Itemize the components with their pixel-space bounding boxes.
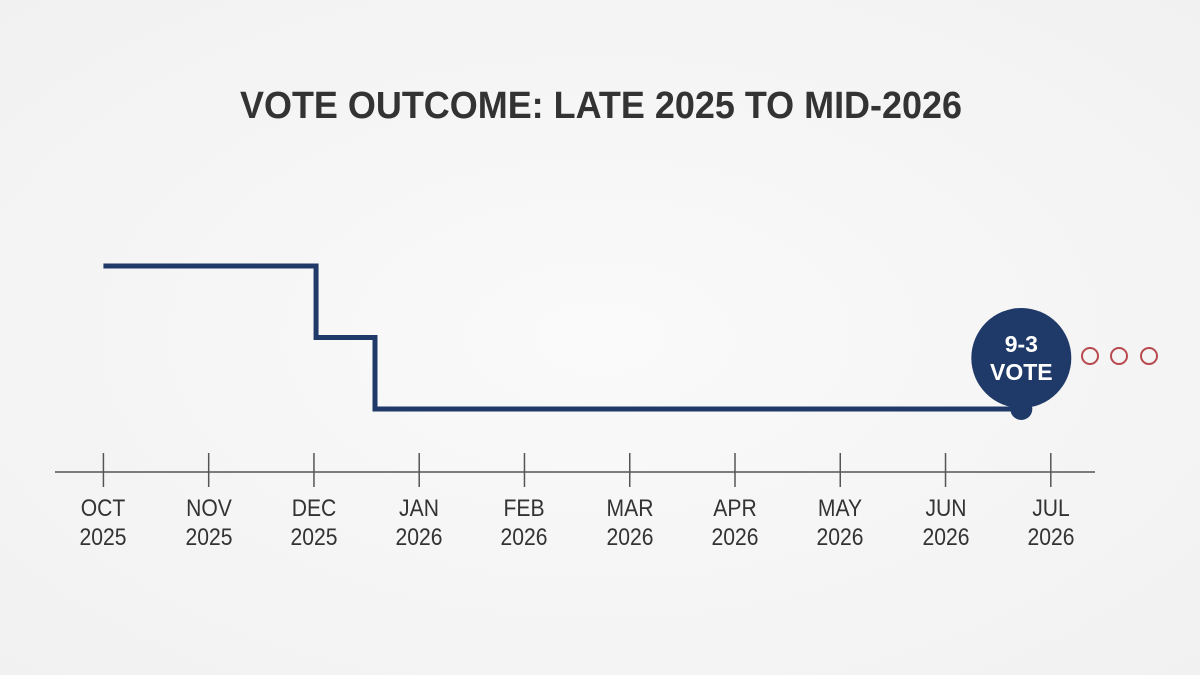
x-tick-label: MAY 2026 [816, 495, 864, 551]
annotation-bubble [971, 308, 1072, 408]
x-tick-label: JUN 2026 [922, 495, 970, 551]
more-dots [1081, 347, 1158, 365]
x-tick-label: JUL 2026 [1027, 495, 1075, 551]
chart-title: VOTE OUTCOME: LATE 2025 TO MID-2026 [240, 85, 962, 127]
dot [1081, 347, 1099, 365]
x-tick-label: APR 2026 [711, 495, 759, 551]
step-line [103, 263, 1022, 412]
x-tick-label: DEC 2025 [290, 495, 338, 551]
dot [1140, 347, 1158, 365]
x-tick-label: OCT 2025 [79, 495, 127, 551]
x-tick-label: FEB 2026 [500, 495, 548, 551]
x-tick-label: NOV 2025 [185, 495, 233, 551]
x-tick-label: JAN 2026 [395, 495, 443, 551]
dot [1110, 347, 1128, 365]
x-tick-label: MAR 2026 [606, 495, 654, 551]
annotation: 9-3 VOTE [990, 331, 1053, 385]
